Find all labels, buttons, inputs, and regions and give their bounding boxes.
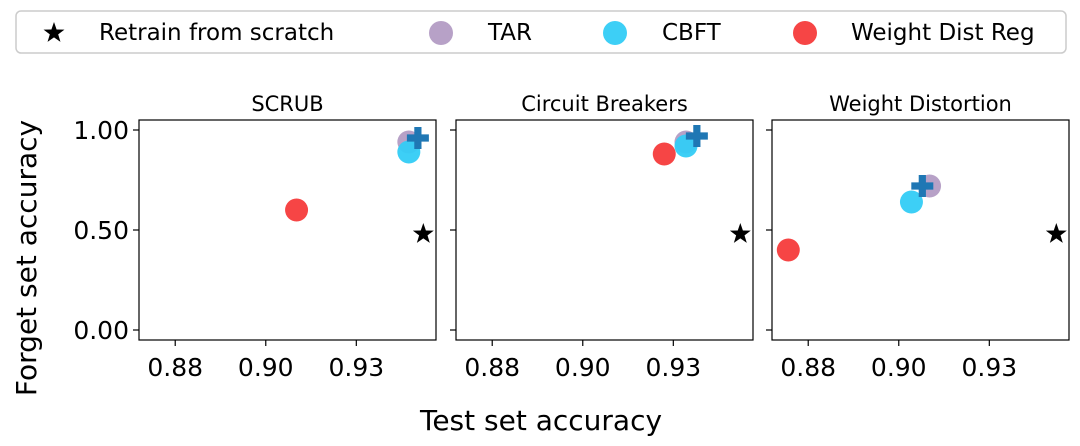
panel-3: Weight Distortion 0.88 0.90 0.93 (766, 92, 1070, 382)
weight-dist-reg-marker-icon (793, 21, 817, 45)
legend-item-cbft: CBFT (603, 20, 722, 46)
y-tick-label: 0.00 (73, 316, 129, 345)
panel-2: Circuit Breakers 0.88 0.90 0.93 (450, 92, 754, 382)
legend-item-weight-dist-reg: Weight Dist Reg (793, 20, 1035, 46)
point-retrain-star (1045, 223, 1067, 243)
x-tick-label: 0.90 (238, 353, 294, 382)
point-cbft (899, 190, 923, 214)
legend-label-cbft: CBFT (662, 20, 722, 46)
legend-label-weight-dist-reg: Weight Dist Reg (851, 20, 1035, 46)
x-axis-label: Test set accuracy (419, 404, 662, 437)
point-weight-dist-reg (776, 238, 800, 262)
x-tick-label: 0.88 (147, 353, 203, 382)
point-weight-dist-reg (285, 198, 309, 222)
panel-title: Circuit Breakers (521, 92, 688, 116)
legend-item-retrain: Retrain from scratch (43, 20, 334, 46)
point-cbft (674, 134, 698, 158)
point-original-plus (911, 175, 934, 197)
panel-title: Weight Distortion (829, 92, 1012, 116)
point-original-plus (685, 125, 708, 147)
panels: SCRUB 0.88 0.90 0.93 0.00 0.50 1.00 Circuit Bre… (73, 92, 1070, 382)
x-tick-label: 0.88 (780, 353, 836, 382)
x-tick-label: 0.93 (645, 353, 701, 382)
x-tick-label: 0.90 (871, 353, 927, 382)
x-tick-label: 0.90 (555, 353, 611, 382)
panel-frame (771, 119, 1070, 341)
y-axis-label: Forget set accuracy (10, 120, 43, 396)
y-tick-label: 0.50 (73, 216, 129, 245)
legend-label-tar: TAR (487, 20, 532, 46)
point-original-plus (406, 127, 429, 149)
x-tick-label: 0.88 (464, 353, 520, 382)
panel-frame (455, 119, 754, 341)
star-icon (43, 22, 65, 42)
legend-label-retrain: Retrain from scratch (99, 20, 334, 46)
legend: Retrain from scratch TAR CBFT Weight Dis… (15, 10, 1067, 54)
point-retrain-star (412, 223, 434, 243)
x-tick-label: 0.93 (961, 353, 1017, 382)
panel-1: SCRUB 0.88 0.90 0.93 0.00 0.50 1.00 (73, 92, 437, 382)
y-tick-label: 1.00 (73, 116, 129, 145)
panel-title: SCRUB (251, 92, 323, 116)
cbft-marker-icon (603, 21, 627, 45)
x-tick-label: 0.93 (328, 353, 384, 382)
point-retrain-star (729, 223, 751, 243)
panel-frame (138, 119, 437, 341)
point-weight-dist-reg (652, 142, 676, 166)
legend-item-tar: TAR (429, 20, 532, 46)
tar-marker-icon (429, 21, 453, 45)
